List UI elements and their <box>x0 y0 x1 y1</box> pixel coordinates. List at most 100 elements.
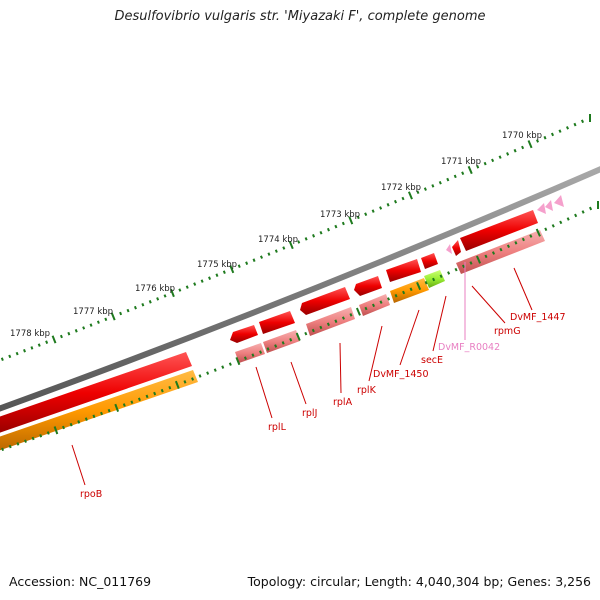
gene-label-rplk[interactable]: rplK <box>357 385 377 396</box>
outer-scale-minor-tick <box>565 126 570 130</box>
outer-scale-minor-tick <box>119 311 123 316</box>
inner-scale-minor-tick <box>581 210 585 214</box>
inner-scale-minor-tick <box>251 353 255 357</box>
outer-scale-major-tick <box>527 140 533 149</box>
rpla-leader <box>339 342 342 394</box>
dvmf-r0042-trna-feature[interactable] <box>446 244 452 254</box>
outer-scale-minor-tick <box>312 234 316 238</box>
gene-label-rpll[interactable]: rplL <box>268 422 287 433</box>
inner-scale-minor-tick <box>145 394 149 399</box>
outer-scale-minor-tick <box>423 187 427 191</box>
inner-scale-minor-tick <box>168 385 172 390</box>
inner-scale-minor-tick <box>39 434 43 438</box>
trna-feature-a[interactable] <box>537 203 546 214</box>
inner-scale-minor-tick <box>439 274 443 279</box>
sece-cds-feature[interactable] <box>421 253 438 269</box>
inner-scale-major-tick <box>416 281 422 291</box>
outer-scale-minor-tick <box>558 129 562 133</box>
gene-label-rpla[interactable]: rplA <box>333 397 353 408</box>
inner-scale-minor-tick <box>243 356 247 360</box>
inner-scale-minor-tick <box>529 234 533 238</box>
outer-scale-minor-tick <box>252 258 256 262</box>
inner-scale-minor-tick <box>514 241 518 245</box>
inner-scale-minor-tick <box>454 267 458 272</box>
inner-scale-minor-tick <box>432 277 436 282</box>
kbp-scale-ring <box>0 114 591 361</box>
inner-scale-minor-tick <box>259 350 263 354</box>
map-title: Desulfovibrio vulgaris str. 'Miyazaki F'… <box>114 9 486 24</box>
outer-scale-minor-tick <box>401 196 405 201</box>
rpob-cds-feature[interactable] <box>0 352 192 434</box>
genome-stats-footer: Topology: circular; Length: 4,040,304 bp… <box>247 574 591 589</box>
inner-scale-minor-tick <box>304 331 308 336</box>
gene-label-dvmf-r0042[interactable]: DvMF_R0042 <box>438 342 500 353</box>
inner-scale-minor-tick <box>198 374 202 378</box>
outer-scale-minor-tick <box>543 135 547 140</box>
inner-scale-minor-tick <box>521 237 525 242</box>
inner-scale-minor-tick <box>8 444 12 449</box>
inner-scale-minor-tick <box>274 344 278 348</box>
inner-scale-major-tick <box>475 255 482 264</box>
kbp-label: 1772 kbp <box>381 183 421 193</box>
gene-label-dvmf-1450[interactable]: DvMF_1450 <box>373 369 429 380</box>
outer-scale-minor-tick <box>453 174 457 179</box>
outer-scale-minor-tick <box>45 340 49 344</box>
inner-scale-minor-tick <box>469 261 473 265</box>
inner-scale-minor-tick <box>566 217 570 221</box>
inner-scale-major-tick <box>174 380 180 389</box>
kbp-label: 1778 kbp <box>10 329 50 339</box>
trna-feature-c[interactable] <box>554 195 564 207</box>
inner-scale-major-tick <box>295 332 301 341</box>
rplj-cds-feature[interactable] <box>259 311 295 334</box>
outer-scale-minor-tick <box>178 288 182 292</box>
genome-backbone <box>0 166 600 412</box>
sece-cog-feature <box>424 270 445 288</box>
gene-label-rplj[interactable]: rplJ <box>302 408 317 419</box>
outer-scale-minor-tick <box>259 255 264 259</box>
dvmf-1450-cds-feature[interactable] <box>386 259 421 282</box>
rpla-cds-feature[interactable] <box>300 287 350 315</box>
outer-scale-minor-tick <box>215 273 219 277</box>
outer-scale-minor-tick <box>438 180 442 185</box>
rpmg-leader <box>471 285 506 324</box>
inner-scale-minor-tick <box>69 422 73 427</box>
inner-scale-minor-tick <box>183 380 187 384</box>
outer-scale-minor-tick <box>37 343 41 347</box>
outer-scale-major-tick <box>467 165 473 175</box>
outer-scale-minor-tick <box>267 252 271 256</box>
outer-scale-minor-tick <box>193 282 197 286</box>
inner-scale-minor-tick <box>31 436 35 441</box>
inner-scale-minor-tick <box>447 271 451 275</box>
accession-footer: Accession: NC_011769 <box>9 574 152 589</box>
outer-scale-minor-tick <box>274 249 278 253</box>
inner-scale-minor-tick <box>213 368 217 372</box>
outer-scale-minor-tick <box>89 323 93 327</box>
outer-scale-major-tick <box>288 240 294 250</box>
outer-scale-minor-tick <box>334 224 338 229</box>
outer-scale-major-tick <box>348 216 354 225</box>
inner-scale-minor-tick <box>499 247 503 252</box>
outer-scale-minor-tick <box>126 308 130 313</box>
inner-scale-minor-tick <box>402 290 406 295</box>
outer-scale-minor-tick <box>431 184 435 188</box>
rpll-cds-feature[interactable] <box>230 325 258 343</box>
dvmf-1450-cog-feature <box>390 278 429 303</box>
dvmf-1447-cds-feature[interactable] <box>460 210 538 251</box>
outer-scale-minor-tick <box>535 139 540 143</box>
inner-scale-minor-tick <box>484 254 488 259</box>
outer-scale-major-tick <box>407 191 413 200</box>
gene-label-sece[interactable]: secE <box>421 355 443 366</box>
outer-scale-minor-tick <box>237 264 241 268</box>
outer-scale-minor-tick <box>67 331 71 336</box>
outer-scale-minor-tick <box>379 206 383 210</box>
outer-scale-minor-tick <box>521 145 525 150</box>
rpmg-cds-feature[interactable] <box>452 240 461 256</box>
rplk-cds-feature[interactable] <box>354 276 382 296</box>
gene-label-dvmf-1447[interactable]: DvMF_1447 <box>510 312 566 323</box>
gene-label-rpmg[interactable]: rpmG <box>494 326 521 337</box>
inner-scale-minor-tick <box>206 371 210 375</box>
gene-label-rpob[interactable]: rpoB <box>80 489 102 500</box>
outer-scale-minor-tick <box>200 279 204 283</box>
trna-feature-b[interactable] <box>545 200 553 211</box>
